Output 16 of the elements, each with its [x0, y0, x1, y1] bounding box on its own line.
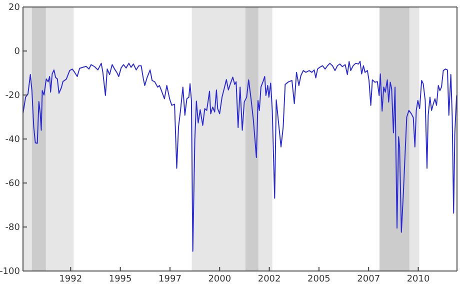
y-tick-label: -20	[5, 91, 20, 102]
x-tick-label: 2007	[357, 274, 380, 284]
x-tick-label: 1992	[59, 274, 82, 284]
x-tick-label: 1995	[108, 274, 132, 284]
y-tick-label: -40	[5, 135, 20, 146]
x-tick-label: 2000	[208, 274, 232, 284]
x-tick-label: 2010	[406, 274, 430, 284]
y-tick-label: -80	[5, 223, 20, 234]
x-tick-label: 2005	[308, 274, 330, 284]
x-tick-label: 1997	[158, 274, 182, 284]
x-tick-label: 2002	[258, 274, 281, 284]
y-tick-label: 20	[8, 3, 20, 14]
line-series	[23, 60, 457, 252]
y-tick-label: -100	[0, 267, 20, 278]
y-tick-label: -60	[5, 179, 20, 190]
y-tick-label: 0	[14, 47, 20, 58]
